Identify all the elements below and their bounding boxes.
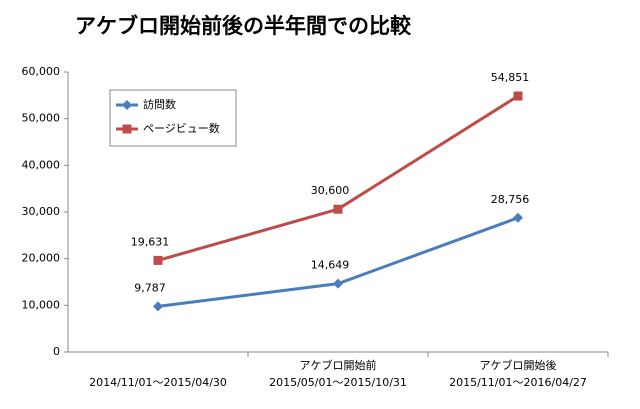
marker (333, 278, 343, 289)
legend-label: 訪問数 (143, 97, 176, 111)
legend (109, 89, 237, 147)
data-label: 19,631 (131, 235, 170, 248)
x-tick-label: アケブロ開始後 (480, 358, 557, 372)
data-label: 30,600 (311, 184, 350, 197)
legend-marker (122, 124, 132, 134)
marker (513, 91, 523, 101)
data-label: 14,649 (311, 259, 350, 272)
y-tick-label: 0 (53, 345, 60, 358)
x-tick-label: 2015/05/01～2015/10/31 (269, 376, 407, 389)
x-tick-label: アケブロ開始前 (300, 358, 377, 372)
data-label: 54,851 (491, 71, 530, 84)
y-tick-label: 30,000 (22, 205, 61, 218)
x-tick-label: 2014/11/01～2015/04/30 (89, 376, 227, 389)
y-tick-label: 20,000 (22, 252, 61, 265)
chart-title: アケブロ開始前後の半年間での比較 (75, 14, 412, 38)
data-label: 9,787 (134, 281, 166, 294)
legend-marker (122, 100, 132, 110)
y-tick-label: 60,000 (22, 65, 61, 78)
y-tick-label: 40,000 (22, 158, 61, 171)
marker (333, 204, 343, 214)
x-tick-label: 2015/11/01～2016/04/27 (449, 376, 587, 389)
data-label: 28,756 (491, 193, 530, 206)
y-tick-label: 10,000 (22, 298, 61, 311)
marker (513, 212, 523, 223)
y-tick-label: 50,000 (22, 112, 61, 125)
legend-label: ページビュー数 (143, 122, 220, 135)
marker (153, 255, 163, 265)
marker (153, 301, 163, 312)
